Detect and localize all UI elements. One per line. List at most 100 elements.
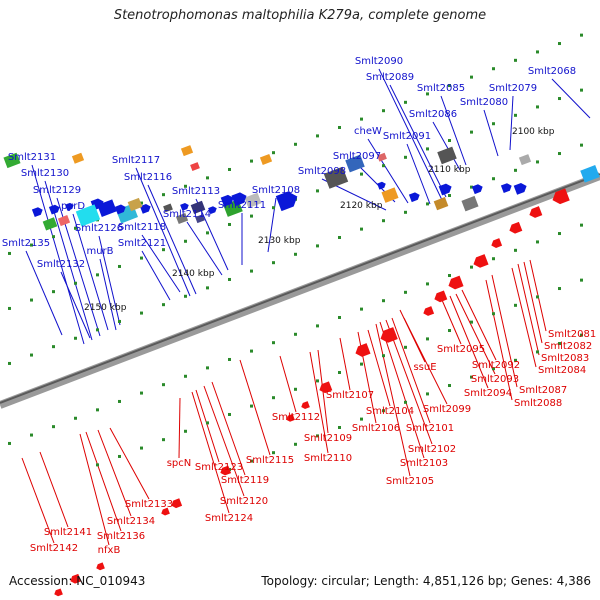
scale-tick bbox=[228, 412, 231, 416]
scale-tick bbox=[558, 232, 561, 236]
forward-label-smlt2121[interactable]: Smlt2121 bbox=[118, 238, 166, 249]
leader-line bbox=[178, 397, 181, 459]
gene-feature bbox=[42, 217, 58, 231]
reverse-label-smlt2082[interactable]: Smlt2082 bbox=[544, 341, 592, 352]
forward-label-smlt2132[interactable]: Smlt2132 bbox=[37, 259, 85, 270]
leader-line bbox=[440, 95, 467, 166]
forward-label-smlt2118[interactable]: Smlt2118 bbox=[118, 222, 166, 233]
reverse-label-smlt2084[interactable]: Smlt2084 bbox=[538, 365, 586, 376]
gene-feature bbox=[75, 204, 101, 227]
forward-label-smlt2068[interactable]: Smlt2068 bbox=[528, 66, 576, 77]
forward-label-pyrd[interactable]: pyrD bbox=[61, 201, 85, 212]
reverse-label-smlt2093[interactable]: Smlt2093 bbox=[471, 374, 519, 385]
gene-feature bbox=[500, 183, 512, 194]
forward-label-smlt2079[interactable]: Smlt2079 bbox=[489, 83, 537, 94]
forward-label-smlt2113[interactable]: Smlt2113 bbox=[172, 186, 220, 197]
topology-text: Topology: circular; Length: 4,851,126 bp… bbox=[261, 574, 591, 588]
reverse-label-smlt2109[interactable]: Smlt2109 bbox=[304, 433, 352, 444]
scale-tick bbox=[338, 425, 341, 429]
reverse-label-smlt2107[interactable]: Smlt2107 bbox=[326, 390, 374, 401]
scale-tick bbox=[74, 416, 77, 420]
forward-label-smlt2130[interactable]: Smlt2130 bbox=[21, 168, 69, 179]
reverse-label-smlt2136[interactable]: Smlt2136 bbox=[97, 531, 145, 542]
reverse-label-smlt2124[interactable]: Smlt2124 bbox=[205, 513, 253, 524]
reverse-label-ssue[interactable]: ssuE bbox=[413, 362, 436, 373]
forward-label-smlt2116[interactable]: Smlt2116 bbox=[124, 172, 172, 183]
forward-label-smlt2097[interactable]: Smlt2097 bbox=[333, 151, 381, 162]
forward-gene-arrow bbox=[500, 183, 512, 194]
gene-feature bbox=[552, 188, 570, 205]
reverse-label-smlt2095[interactable]: Smlt2095 bbox=[437, 344, 485, 355]
leader-line bbox=[455, 293, 496, 375]
reverse-label-smlt2141[interactable]: Smlt2141 bbox=[44, 527, 92, 538]
reverse-label-smlt2083[interactable]: Smlt2083 bbox=[541, 353, 589, 364]
gene-feature bbox=[180, 202, 189, 211]
reverse-label-smlt2120[interactable]: Smlt2120 bbox=[220, 496, 268, 507]
scale-tick bbox=[52, 235, 55, 239]
reverse-label-smlt2092[interactable]: Smlt2092 bbox=[472, 360, 520, 371]
reverse-label-spcn[interactable]: spcN bbox=[167, 458, 192, 469]
scale-tick bbox=[228, 357, 231, 361]
reverse-label-smlt2110[interactable]: Smlt2110 bbox=[304, 453, 352, 464]
forward-label-chew[interactable]: cheW bbox=[354, 126, 382, 137]
reverse-label-smlt2115[interactable]: Smlt2115 bbox=[246, 455, 294, 466]
reverse-label-smlt2102[interactable]: Smlt2102 bbox=[408, 444, 456, 455]
reverse-label-smlt2112[interactable]: Smlt2112 bbox=[272, 412, 320, 423]
forward-label-smlt2091[interactable]: Smlt2091 bbox=[383, 131, 431, 142]
gene-feature bbox=[48, 204, 60, 215]
scale-tick bbox=[74, 281, 77, 285]
leader-line bbox=[483, 109, 499, 157]
forward-label-smlt2098[interactable]: Smlt2098 bbox=[298, 166, 346, 177]
forward-label-smlt2090[interactable]: Smlt2090 bbox=[355, 56, 403, 67]
reverse-gene-arrow bbox=[171, 498, 183, 509]
forward-label-smlt2135[interactable]: Smlt2135 bbox=[2, 238, 50, 249]
forward-label-smlt2108[interactable]: Smlt2108 bbox=[252, 185, 300, 196]
reverse-label-smlt2094[interactable]: Smlt2094 bbox=[464, 388, 512, 399]
reverse-label-smlt2123[interactable]: Smlt2123 bbox=[195, 462, 243, 473]
scale-label: 2110 kbp bbox=[428, 165, 471, 175]
reverse-label-smlt2099[interactable]: Smlt2099 bbox=[423, 404, 471, 415]
forward-label-smlt2111[interactable]: Smlt2111 bbox=[218, 200, 266, 211]
reverse-label-smlt2087[interactable]: Smlt2087 bbox=[519, 385, 567, 396]
reverse-label-smlt2088[interactable]: Smlt2088 bbox=[514, 398, 562, 409]
forward-label-smlt2085[interactable]: Smlt2085 bbox=[417, 83, 465, 94]
leader-line bbox=[85, 431, 122, 532]
forward-label-smlt2117[interactable]: Smlt2117 bbox=[112, 155, 160, 166]
forward-gene-arrow bbox=[220, 194, 234, 207]
scale-tick bbox=[426, 147, 429, 151]
forward-label-smlt2129[interactable]: Smlt2129 bbox=[33, 185, 81, 196]
scale-tick bbox=[316, 244, 319, 248]
reverse-label-smlt2101[interactable]: Smlt2101 bbox=[406, 423, 454, 434]
reverse-label-smlt2104[interactable]: Smlt2104 bbox=[366, 406, 414, 417]
reverse-label-smlt2103[interactable]: Smlt2103 bbox=[400, 458, 448, 469]
leader-line bbox=[99, 258, 117, 331]
scale-tick bbox=[272, 396, 275, 400]
forward-label-smlt2086[interactable]: Smlt2086 bbox=[409, 109, 457, 120]
reverse-label-smlt2081[interactable]: Smlt2081 bbox=[548, 329, 596, 340]
reverse-label-smlt2106[interactable]: Smlt2106 bbox=[352, 423, 400, 434]
reverse-label-smlt2142[interactable]: Smlt2142 bbox=[30, 543, 78, 554]
forward-label-smlt2131[interactable]: Smlt2131 bbox=[8, 152, 56, 163]
gene-feature bbox=[377, 181, 386, 190]
forward-label-smlt2114[interactable]: Smlt2114 bbox=[163, 209, 211, 220]
leader-line bbox=[375, 323, 411, 477]
reverse-label-smlt2119[interactable]: Smlt2119 bbox=[221, 475, 269, 486]
leader-line bbox=[523, 261, 543, 344]
forward-label-smlt2126[interactable]: Smlt2126 bbox=[75, 223, 123, 234]
scale-tick bbox=[272, 451, 275, 455]
scale-tick bbox=[338, 235, 341, 239]
leader-line bbox=[31, 164, 85, 345]
reverse-label-smlt2134[interactable]: Smlt2134 bbox=[107, 516, 155, 527]
scale-tick bbox=[250, 269, 253, 273]
reverse-label-smlt2133[interactable]: Smlt2133 bbox=[125, 499, 173, 510]
forward-label-smlt2089[interactable]: Smlt2089 bbox=[366, 72, 414, 83]
scale-tick bbox=[228, 222, 231, 226]
forward-label-murb[interactable]: murB bbox=[86, 246, 113, 257]
scale-tick bbox=[360, 117, 363, 121]
forward-label-smlt2080[interactable]: Smlt2080 bbox=[460, 97, 508, 108]
leader-line bbox=[147, 184, 197, 295]
reverse-label-nfxb[interactable]: nfxB bbox=[98, 545, 121, 556]
leader-line bbox=[339, 337, 351, 391]
leader-line bbox=[211, 381, 246, 476]
reverse-label-smlt2105[interactable]: Smlt2105 bbox=[386, 476, 434, 487]
